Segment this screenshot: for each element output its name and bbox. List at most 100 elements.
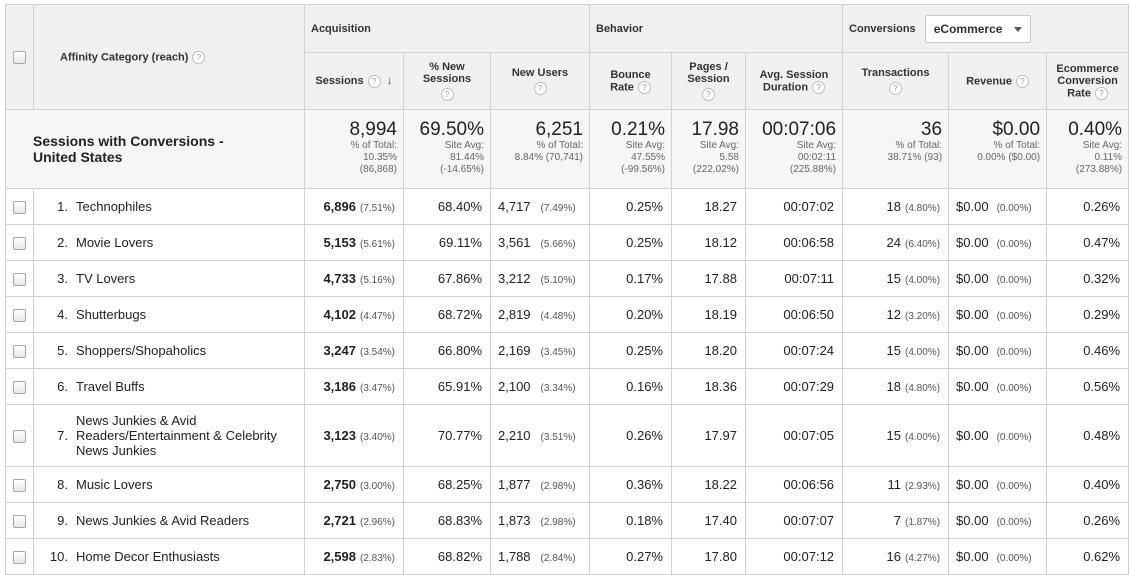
row-checkbox[interactable] xyxy=(13,479,26,493)
row-checkbox-cell[interactable] xyxy=(5,502,34,539)
select-all-checkbox[interactable] xyxy=(13,50,26,64)
row-checkbox[interactable] xyxy=(13,381,26,395)
row-new-users: 2,819 (4.48%) xyxy=(490,296,590,333)
sort-arrow-down-icon[interactable]: ↓ xyxy=(386,73,393,88)
sessions-value: 3,247 xyxy=(323,343,356,358)
row-transactions: 18 (4.80%) xyxy=(842,188,950,225)
row-link[interactable]: Shutterbugs xyxy=(76,307,147,322)
col-new-sessions[interactable]: % New Sessions? xyxy=(403,52,491,110)
row-checkbox-cell[interactable] xyxy=(5,188,34,225)
revenue-value: $0.00 xyxy=(956,271,989,286)
row-checkbox-cell[interactable] xyxy=(5,368,34,405)
col-bounce-rate[interactable]: Bounce Rate? xyxy=(589,52,672,110)
row-checkbox[interactable] xyxy=(13,273,26,287)
sessions-percent: (3.47%) xyxy=(359,383,395,394)
sessions-percent: (5.61%) xyxy=(359,239,395,250)
revenue-percent: (0.00%) xyxy=(996,432,1032,443)
row-checkbox-cell[interactable] xyxy=(5,332,34,369)
help-icon[interactable]: ? xyxy=(637,80,651,94)
conversions-group-header: Conversions eCommerce xyxy=(842,4,1130,53)
row-ecommerce-conversion-rate: 0.56% xyxy=(1046,368,1130,405)
row-ecommerce-conversion-rate: 0.26% xyxy=(1046,502,1130,539)
row-sessions: 6,896 (7.51%) xyxy=(304,188,404,225)
row-checkbox-cell[interactable] xyxy=(5,466,34,503)
col-revenue[interactable]: Revenue? xyxy=(948,52,1048,110)
row-checkbox[interactable] xyxy=(13,430,26,444)
row-checkbox[interactable] xyxy=(13,515,26,529)
new-users-value: 2,100 xyxy=(498,379,531,394)
row-checkbox[interactable] xyxy=(13,201,26,215)
new-users-percent: (2.98%) xyxy=(540,517,576,528)
row-checkbox[interactable] xyxy=(13,237,26,251)
row-dimension-layout: 9. News Junkies & Avid Readers xyxy=(34,503,304,538)
transactions-percent: (4.00%) xyxy=(905,432,941,443)
help-icon[interactable]: ? xyxy=(440,88,454,101)
row-checkbox[interactable] xyxy=(13,551,26,565)
row-link[interactable]: Music Lovers xyxy=(76,477,153,492)
new-users-value: 1,873 xyxy=(498,513,531,528)
new-users-value: 3,561 xyxy=(498,235,531,250)
help-icon[interactable]: ? xyxy=(1094,86,1108,100)
col-pages-session[interactable]: Pages / Session? xyxy=(671,52,746,110)
revenue-percent: (0.00%) xyxy=(996,481,1032,492)
total-pages-session: 17.98 Site Avg: 5.58 (222.02%) xyxy=(671,109,746,189)
conversions-dropdown[interactable]: eCommerce xyxy=(924,14,1032,43)
help-icon[interactable]: ? xyxy=(367,74,381,88)
revenue-value: $0.00 xyxy=(956,549,989,564)
select-all-cell[interactable] xyxy=(5,4,34,110)
row-dimension-cell: 8. Music Lovers xyxy=(33,466,305,503)
row-dimension-cell: 2. Movie Lovers xyxy=(33,224,305,261)
row-index: 6. xyxy=(57,379,68,394)
row-avg-duration: 00:07:12 xyxy=(744,538,844,575)
row-index: 1. xyxy=(57,199,68,214)
row-ecommerce-conversion-rate: 0.40% xyxy=(1046,466,1130,503)
row-transactions: 16 (4.27%) xyxy=(842,538,950,575)
row-checkbox-cell[interactable] xyxy=(5,404,34,467)
row-checkbox[interactable] xyxy=(13,345,26,359)
row-dimension-layout: 6. Travel Buffs xyxy=(34,369,304,404)
help-icon[interactable]: ? xyxy=(889,82,903,95)
row-checkbox-cell[interactable] xyxy=(5,260,34,297)
row-dimension-cell: 9. News Junkies & Avid Readers xyxy=(33,502,305,539)
row-link[interactable]: Shoppers/Shopaholics xyxy=(76,343,207,358)
help-icon[interactable]: ? xyxy=(812,80,826,94)
row-link[interactable]: Travel Buffs xyxy=(76,379,145,394)
dimension-header[interactable]: Affinity Category (reach)? xyxy=(33,4,305,110)
total-ecommerce-conversion-rate: 0.40% Site Avg: 0.11% (273.88%) xyxy=(1046,109,1130,189)
col-avg-duration[interactable]: Avg. Session Duration? xyxy=(744,52,844,110)
row-link[interactable]: News Junkies & Avid Readers xyxy=(76,513,250,528)
row-index: 5. xyxy=(57,343,68,358)
table-row: 2. Movie Lovers 5,153 (5.61%) 69.11% 3,56… xyxy=(5,224,1130,261)
row-link[interactable]: News Junkies & Avid Readers/Entertainmen… xyxy=(76,413,277,458)
help-icon[interactable]: ? xyxy=(192,50,206,64)
col-transactions[interactable]: Transactions? xyxy=(842,52,950,110)
help-icon[interactable]: ? xyxy=(533,82,547,95)
row-link[interactable]: Technophiles xyxy=(76,199,152,214)
row-link[interactable]: Home Decor Enthusiasts xyxy=(76,549,220,564)
row-dimension-layout: 5. Shoppers/Shopaholics xyxy=(34,333,304,368)
row-avg-duration: 00:07:07 xyxy=(744,502,844,539)
row-sessions: 2,750 (3.00%) xyxy=(304,466,404,503)
row-revenue: $0.00 (0.00%) xyxy=(948,224,1048,261)
row-link[interactable]: TV Lovers xyxy=(76,271,136,286)
row-checkbox-cell[interactable] xyxy=(5,538,34,575)
help-icon[interactable]: ? xyxy=(1015,74,1029,88)
row-new-sessions: 68.25% xyxy=(403,466,491,503)
revenue-percent: (0.00%) xyxy=(996,347,1032,358)
row-checkbox-cell[interactable] xyxy=(5,296,34,333)
row-checkbox[interactable] xyxy=(13,309,26,323)
revenue-percent: (0.00%) xyxy=(996,383,1032,394)
row-pages-session: 18.36 xyxy=(671,368,746,405)
col-new-users[interactable]: New Users? xyxy=(490,52,590,110)
row-new-users: 3,561 (5.66%) xyxy=(490,224,590,261)
row-index: 7. xyxy=(57,428,68,443)
row-transactions: 11 (2.93%) xyxy=(842,466,950,503)
row-ecommerce-conversion-rate: 0.47% xyxy=(1046,224,1130,261)
col-ecommerce-conversion-rate[interactable]: Ecommerce Conversion Rate? xyxy=(1046,52,1130,110)
row-new-sessions: 68.40% xyxy=(403,188,491,225)
help-icon[interactable]: ? xyxy=(702,88,715,101)
row-avg-duration: 00:07:11 xyxy=(744,260,844,297)
col-sessions[interactable]: Sessions? ↓ xyxy=(304,52,404,110)
row-checkbox-cell[interactable] xyxy=(5,224,34,261)
row-link[interactable]: Movie Lovers xyxy=(76,235,154,250)
